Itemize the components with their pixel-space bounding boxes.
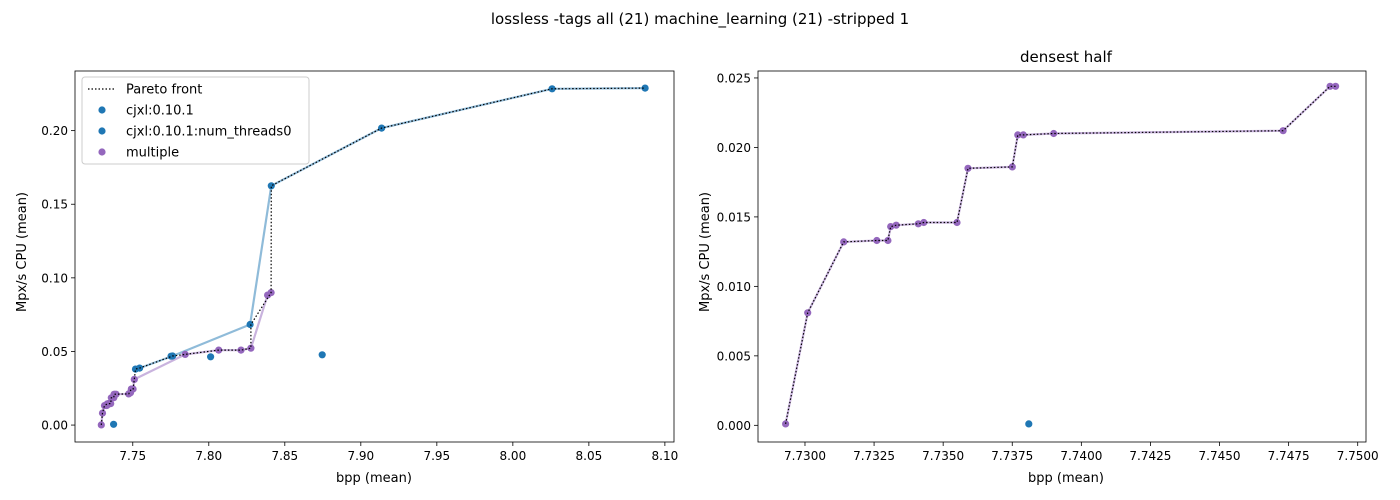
- right-plot-xlabel: bpp (mean): [1028, 471, 1104, 486]
- right-plot-xtick-label: 7.7350: [922, 449, 964, 463]
- right-plot-xtick-label: 7.7375: [991, 449, 1033, 463]
- right-plot-xtick-label: 7.7475: [1268, 449, 1310, 463]
- right-plot-ytick-label: 0.020: [717, 141, 751, 155]
- left-plot-xtick-label: 8.05: [576, 449, 603, 463]
- left-plot-xtick-label: 7.85: [271, 449, 298, 463]
- right-plot-ytick-label: 0.025: [717, 71, 751, 85]
- legend-cjxl-threads-label: cjxl:0.10.1:num_threads0: [126, 125, 291, 140]
- left-plot-line-cjxl-0-10-1-num-threads0: [135, 87, 646, 371]
- left-plot-data-point: [267, 182, 275, 190]
- right-plot-data-point: [873, 236, 881, 245]
- left-plot-data-point: [130, 375, 138, 383]
- right-plot-data-point: [1050, 129, 1058, 138]
- legend-cjxl-label: cjxl:0.10.1: [126, 104, 194, 119]
- right-plot-ylabel: Mpx/s CPU (mean): [698, 192, 713, 312]
- right-plot-xtick-label: 7.7500: [1337, 449, 1379, 463]
- right-plot-data-point: [887, 223, 895, 231]
- left-plot-data-point: [207, 353, 215, 361]
- left-plot-data-point: [237, 346, 245, 354]
- right-plot: 7.7300 7.7325 7.7350 7.7375 7.7400 7.7425 7.74…: [717, 70, 1379, 463]
- legend: Pareto front cjxl:0.10.1 cjxl:0.10.1:num…: [81, 76, 310, 165]
- legend-multiple-label: multiple: [126, 146, 179, 161]
- right-plot-xtick-label: 7.7300: [784, 449, 826, 463]
- left-plot-pareto-front: [100, 87, 646, 425]
- left-plot-ytick-label: 0.00: [41, 419, 68, 433]
- legend-multiple-swatch: [98, 148, 106, 156]
- right-plot-ytick-label: 0.015: [717, 210, 751, 224]
- left-plot-ytick-label: 0.15: [41, 198, 68, 212]
- right-plot-xtick-label: 7.7400: [1060, 449, 1102, 463]
- right-plot-data-point: [1025, 420, 1033, 428]
- right-plot-xtick-label: 7.7425: [1129, 449, 1171, 463]
- left-plot-xtick-label: 7.80: [195, 449, 222, 463]
- left-plot-xtick-label: 7.95: [423, 449, 450, 463]
- right-plot-ytick-label: 0.000: [717, 419, 751, 433]
- left-plot-ytick-label: 0.05: [41, 345, 68, 359]
- right-plot-title: densest half: [1020, 48, 1113, 66]
- left-plot-xtick-label: 7.75: [119, 449, 146, 463]
- left-plot-xlabel: bpp (mean): [336, 471, 412, 486]
- legend-frame: [81, 76, 310, 165]
- left-plot-xtick-label: 7.90: [347, 449, 374, 463]
- right-plot-line-multiple: [784, 85, 1336, 425]
- right-plot-ytick-label: 0.005: [717, 349, 751, 363]
- right-plot-xtick-label: 7.7325: [853, 449, 895, 463]
- right-plot-data-point: [1014, 131, 1022, 139]
- right-plot-data-point: [884, 236, 892, 245]
- left-plot-line-multiple: [100, 291, 272, 426]
- right-plot-data-point: [964, 164, 972, 172]
- figure-suptitle: lossless -tags all (21) machine_learning…: [491, 10, 909, 29]
- left-plot-data-point: [246, 320, 254, 329]
- left-plot-ytick-label: 0.20: [41, 124, 68, 138]
- right-plot-ytick-label: 0.010: [717, 280, 751, 294]
- left-plot-data-point: [181, 350, 189, 358]
- legend-cjxl-swatch: [98, 106, 106, 114]
- left-plot-data-point: [247, 344, 255, 352]
- legend-pareto-label: Pareto front: [126, 83, 202, 98]
- left-plot-data-point: [107, 400, 115, 408]
- left-plot-ylabel: Mpx/s CPU (mean): [15, 192, 30, 312]
- left-plot-data-point: [110, 420, 118, 428]
- right-plot-data-point: [914, 220, 922, 228]
- left-plot-axes-frame: [74, 70, 675, 443]
- legend-cjxl-threads-swatch: [98, 127, 106, 135]
- right-plot-xtick-label: 7.7450: [1199, 449, 1241, 463]
- right-plot-pareto-front: [785, 85, 1336, 425]
- left-plot-xtick-label: 8.00: [499, 449, 526, 463]
- left-plot-xtick-label: 8.10: [652, 449, 679, 463]
- right-plot-axes-frame: [757, 70, 1367, 443]
- left-plot: 7.75 7.80 7.85 7.90 7.95 8.00 8.05 8.10 0.00 0.05…: [41, 70, 679, 463]
- left-plot-ytick-label: 0.10: [41, 271, 68, 285]
- left-plot-data-point: [318, 351, 326, 359]
- left-plot-data-point: [641, 84, 649, 92]
- right-plot-data-point: [953, 218, 961, 227]
